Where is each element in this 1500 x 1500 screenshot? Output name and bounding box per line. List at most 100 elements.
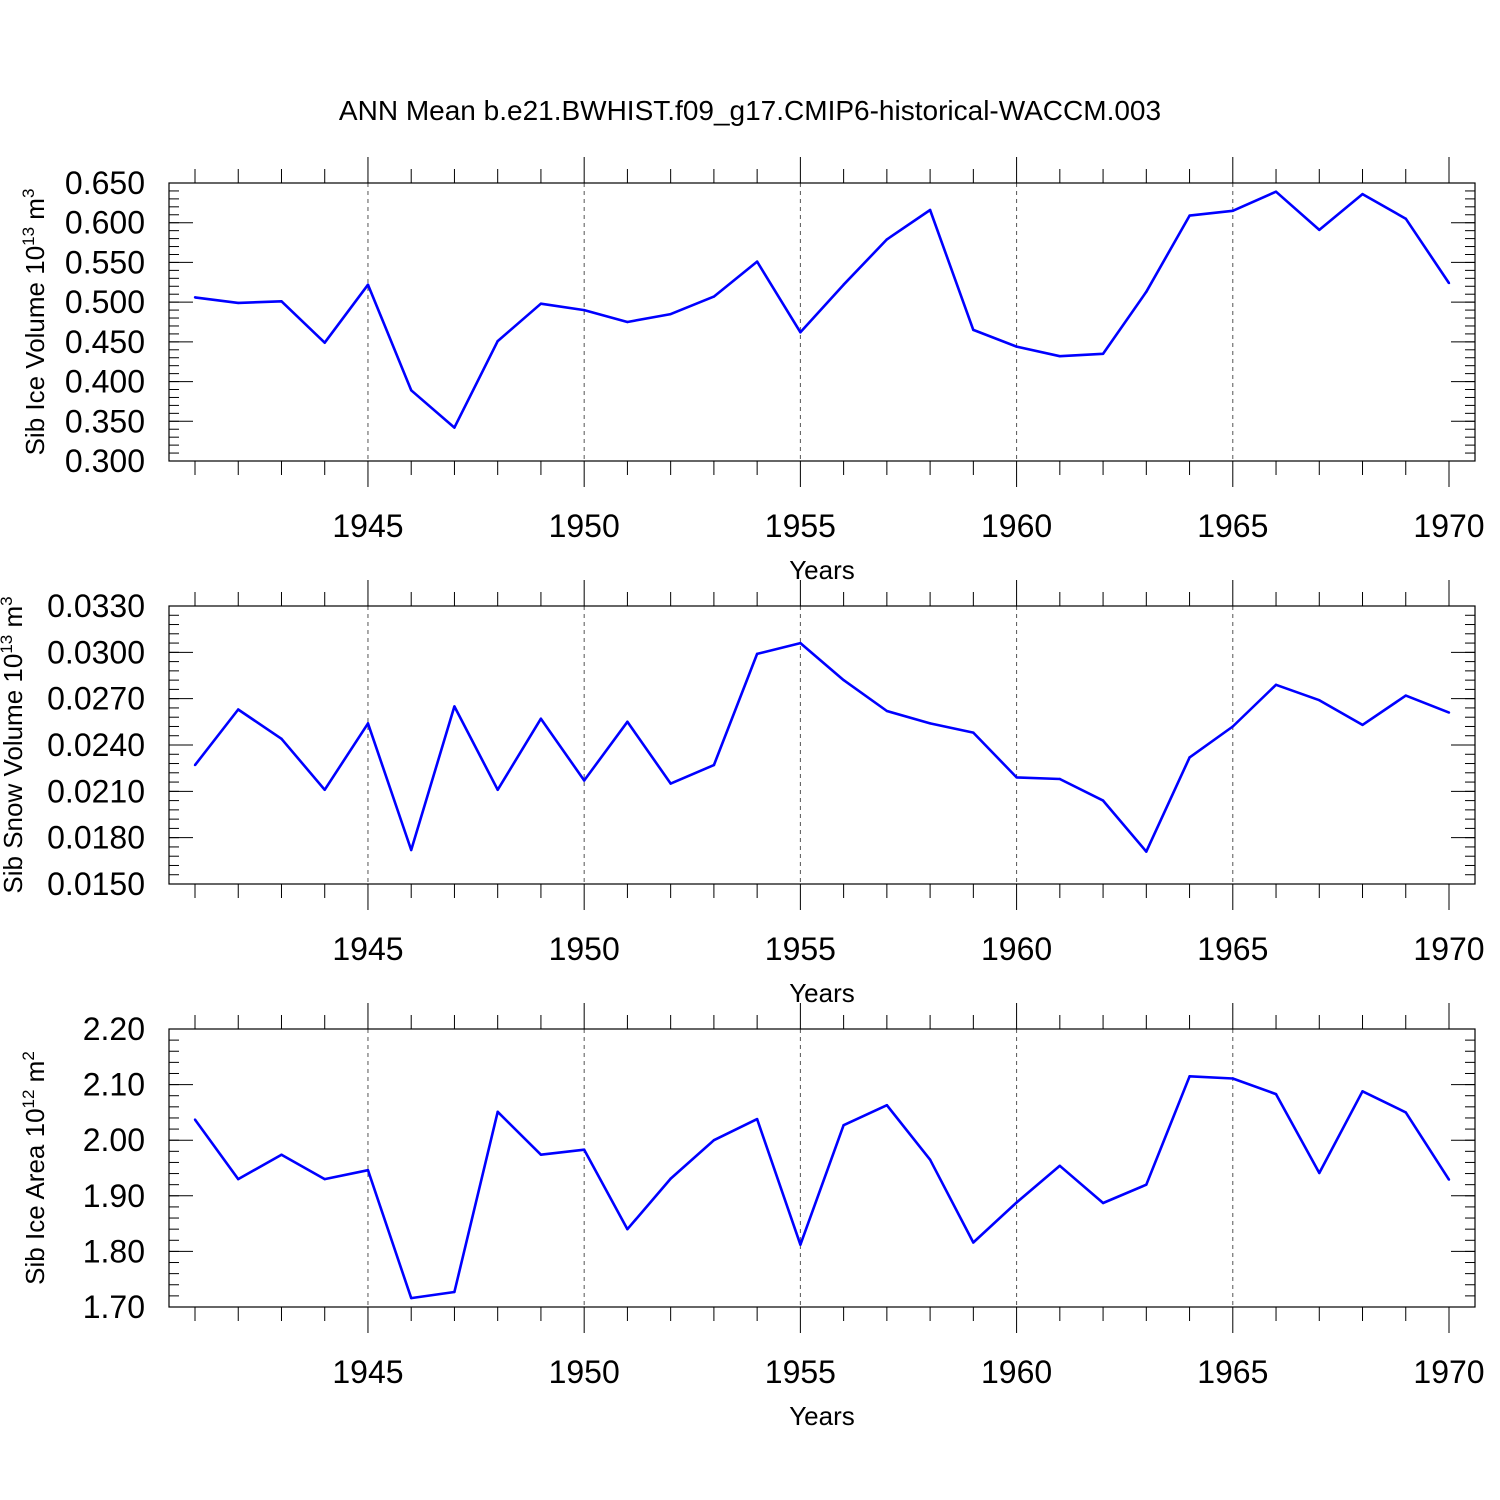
data-point bbox=[1361, 1090, 1364, 1093]
y-axis-label: Sib Ice Volume 1013 m3 bbox=[19, 189, 50, 456]
data-point bbox=[842, 283, 845, 286]
data-point bbox=[799, 641, 802, 645]
data-point bbox=[237, 1177, 240, 1181]
x-tick-label: 1970 bbox=[1413, 931, 1484, 967]
y-axis-label-unit: m bbox=[20, 1061, 50, 1090]
data-point bbox=[755, 1117, 759, 1121]
x-tick-label: 1955 bbox=[765, 508, 836, 544]
y-tick-label: 0.550 bbox=[65, 244, 145, 280]
data-point bbox=[1274, 190, 1278, 193]
data-point bbox=[1058, 354, 1062, 358]
data-point bbox=[1101, 352, 1105, 355]
data-point bbox=[1058, 1164, 1062, 1167]
y-axis-label-unit: m bbox=[20, 198, 50, 227]
y-tick-label: 0.450 bbox=[65, 324, 145, 360]
data-point bbox=[366, 722, 370, 725]
data-point bbox=[323, 788, 326, 791]
data-point bbox=[453, 426, 456, 429]
data-point bbox=[626, 1227, 629, 1231]
data-point bbox=[626, 720, 629, 724]
data-point bbox=[1231, 1077, 1234, 1080]
data-point bbox=[1447, 281, 1451, 285]
data-point bbox=[1188, 1075, 1191, 1078]
data-point bbox=[280, 300, 283, 303]
y-tick-label: 1.80 bbox=[83, 1233, 145, 1269]
data-point bbox=[1058, 777, 1062, 781]
data-point bbox=[669, 1177, 672, 1180]
plot-frame bbox=[168, 1028, 1476, 1308]
y-axis-label-exponent: 13 bbox=[0, 635, 16, 654]
data-point bbox=[928, 1158, 932, 1161]
panel-3: 1945 1950 1955 1960 1965 1970 Years 1.70 1.80 1.9… bbox=[19, 1003, 1485, 1431]
y-axis-label-unit-exponent: 3 bbox=[0, 596, 16, 605]
y-tick-label: 0.0180 bbox=[47, 820, 145, 856]
y-tick-label: 1.70 bbox=[83, 1289, 145, 1325]
data-point bbox=[539, 1153, 543, 1156]
x-tick-label: 1945 bbox=[332, 508, 403, 544]
data-point bbox=[842, 1123, 845, 1127]
data-point bbox=[842, 678, 845, 682]
data-point bbox=[1404, 217, 1407, 220]
y-tick-label: 0.0210 bbox=[47, 773, 145, 809]
panels: 1945 1950 1955 1960 1965 1970Years0.3000.3500… bbox=[0, 157, 1485, 1431]
data-point bbox=[799, 1243, 802, 1246]
data-point bbox=[582, 308, 586, 312]
data-point bbox=[928, 722, 932, 725]
data-point bbox=[1274, 683, 1278, 686]
series-line bbox=[194, 190, 1451, 429]
data-point bbox=[1145, 1183, 1148, 1186]
data-point bbox=[1015, 1201, 1018, 1204]
y-axis-label-exponent: 13 bbox=[19, 227, 38, 246]
data-point bbox=[323, 341, 326, 344]
y-axis-label-base: Sib Snow Volume 10 bbox=[0, 654, 28, 894]
data-point bbox=[1145, 290, 1148, 294]
y-axis-label-base: Sib Ice Volume 10 bbox=[20, 246, 50, 456]
series-line bbox=[193, 1075, 1451, 1300]
data-point bbox=[1361, 723, 1364, 727]
data-point bbox=[1015, 345, 1018, 348]
data-point bbox=[669, 782, 672, 785]
data-point bbox=[1101, 1201, 1105, 1205]
data-point bbox=[669, 312, 672, 316]
y-tick-label: 0.500 bbox=[65, 284, 145, 320]
data-point bbox=[193, 296, 197, 299]
x-axis-label: Years bbox=[789, 978, 855, 1008]
data-point bbox=[1188, 214, 1191, 217]
y-tick-label: 2.10 bbox=[83, 1067, 145, 1103]
data-point bbox=[1231, 209, 1234, 212]
data-point bbox=[1188, 756, 1191, 759]
x-tick-label: 1945 bbox=[332, 931, 403, 967]
data-point bbox=[1101, 799, 1105, 802]
series-line bbox=[193, 641, 1450, 853]
y-axis-label-unit-exponent: 2 bbox=[19, 1051, 38, 1060]
x-tick-label: 1955 bbox=[765, 1354, 836, 1390]
data-point bbox=[539, 717, 543, 720]
data-point bbox=[1231, 725, 1234, 728]
y-tick-label: 0.300 bbox=[65, 443, 145, 479]
data-point bbox=[280, 737, 283, 741]
data-point bbox=[1145, 850, 1148, 853]
data-point bbox=[972, 731, 975, 734]
data-point bbox=[755, 652, 759, 656]
data-point bbox=[1404, 1111, 1407, 1114]
data-point bbox=[799, 331, 802, 334]
y-tick-label: 0.0270 bbox=[47, 681, 145, 717]
data-point bbox=[496, 1110, 499, 1114]
data-point bbox=[1447, 1178, 1451, 1181]
y-tick-label: 0.0300 bbox=[47, 634, 145, 670]
y-axis-label-unit-exponent: 3 bbox=[19, 189, 38, 198]
data-point bbox=[928, 208, 932, 212]
y-tick-label: 1.90 bbox=[83, 1178, 145, 1214]
data-point bbox=[582, 779, 586, 782]
y-tick-label: 0.0240 bbox=[47, 727, 145, 763]
y-axis-label: Sib Snow Volume 1013 m3 bbox=[0, 596, 28, 893]
data-point bbox=[237, 708, 240, 711]
y-axis-label-unit: m bbox=[0, 606, 28, 635]
y-tick-label: 0.650 bbox=[65, 165, 145, 201]
x-tick-label: 1950 bbox=[549, 931, 620, 967]
figure-title: ANN Mean b.e21.BWHIST.f09_g17.CMIP6-hist… bbox=[339, 95, 1161, 126]
y-tick-label: 0.400 bbox=[65, 364, 145, 400]
data-point bbox=[496, 339, 499, 343]
data-point bbox=[885, 1103, 889, 1107]
data-point bbox=[453, 1290, 456, 1294]
